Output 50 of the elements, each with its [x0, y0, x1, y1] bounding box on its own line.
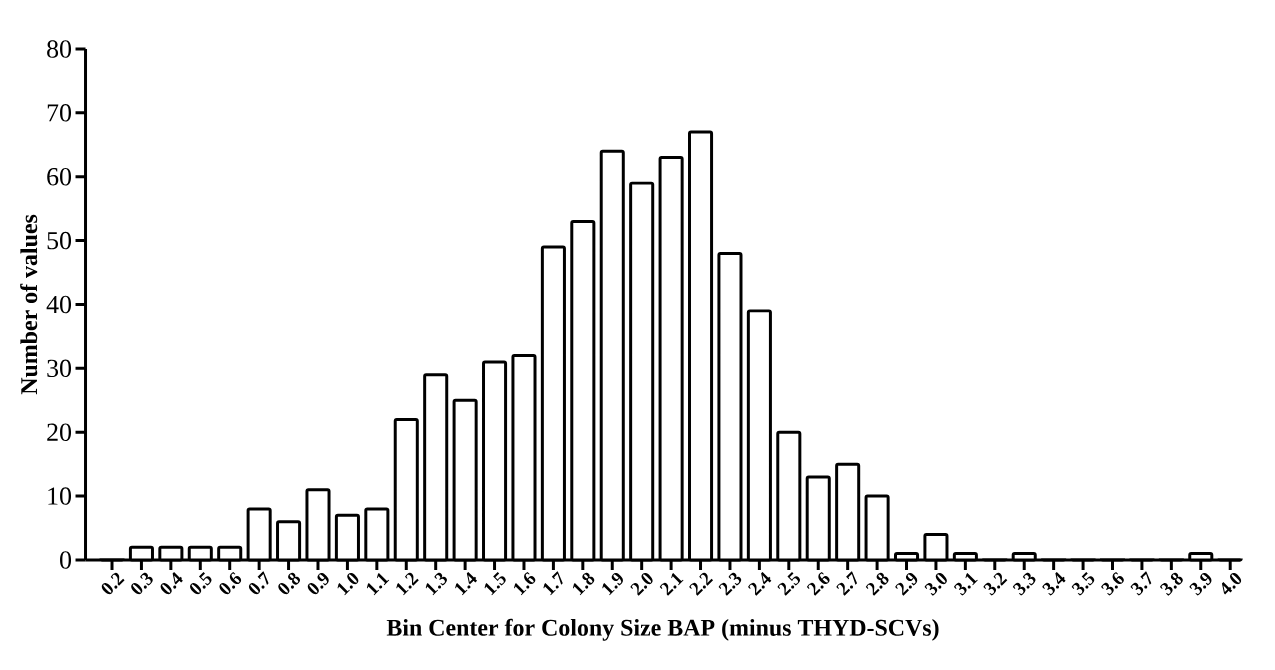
x-tick-label: 1.8	[572, 572, 595, 596]
x-tick-label: 2.3	[718, 572, 742, 596]
x-tick-label: 0.3	[131, 572, 153, 595]
x-tick-label: 2.4	[748, 571, 772, 596]
x-tick-label: 2.2	[689, 572, 714, 596]
x-tick-label: 3.5	[1071, 571, 1095, 596]
y-tick-label: 40	[46, 295, 72, 314]
x-tick-label: 3.0	[924, 573, 947, 596]
x-tick-label: 3.1	[953, 572, 978, 596]
y-tick-label: 60	[47, 167, 72, 186]
x-tick-label: 3.3	[1012, 572, 1036, 596]
y-tick-label: 70	[47, 104, 72, 122]
x-tick-label: 2.7	[836, 571, 858, 596]
y-tick-label: 30	[47, 359, 72, 378]
x-tick-label: 0.4	[160, 571, 183, 595]
y-tick-label: 20	[47, 423, 72, 441]
x-tick-label: 1.3	[425, 572, 447, 596]
x-tick-label: 1.0	[337, 573, 359, 596]
x-tick-label: 3.9	[1189, 572, 1212, 596]
x-tick-label: 3.8	[1159, 572, 1183, 596]
x-tick-label: 1.2	[396, 572, 419, 596]
x-tick-label: 0.6	[219, 571, 242, 595]
x-tick-label: 0.7	[248, 571, 269, 595]
x-tick-label: 1.9	[602, 572, 623, 596]
x-tick-label: 1.1	[366, 572, 390, 596]
x-tick-label: 0.8	[278, 572, 301, 595]
x-tick-label: 2.1	[659, 572, 684, 596]
x-tick-label: 2.6	[806, 571, 830, 596]
y-tick-label: 0	[60, 551, 72, 569]
x-tick-label: 2.5	[777, 571, 801, 596]
x-tick-label: 1.6	[514, 571, 536, 596]
x-tick-label: 2.8	[865, 572, 889, 596]
x-tick-label: 0.2	[101, 572, 125, 595]
x-tick-label: 3.7	[1130, 571, 1152, 596]
x-tick-label: 3.6	[1101, 571, 1124, 596]
x-tick-label: 1.5	[484, 571, 506, 596]
x-tick-label: 0.5	[190, 572, 212, 595]
x-tick-label: 1.7	[543, 571, 563, 596]
x-tick-label: 4.0	[1221, 573, 1242, 595]
x-axis-title: Bin Center for Colony Size BAP (minus THYD-SCVs)	[386, 618, 939, 641]
x-tick-label: 2.9	[895, 572, 918, 596]
x-tick-label: 3.2	[983, 572, 1008, 596]
x-tick-label: 2.0	[630, 573, 653, 596]
x-tick-label: 3.4	[1042, 571, 1066, 596]
x-tick-label: 0.9	[307, 572, 329, 595]
y-tick-label: 50	[47, 231, 72, 250]
y-tick-label: 10	[48, 487, 72, 505]
y-tick-label: 80	[47, 40, 72, 58]
y-axis-title: Number of values	[20, 214, 38, 395]
x-tick-label: 1.4	[455, 571, 478, 596]
